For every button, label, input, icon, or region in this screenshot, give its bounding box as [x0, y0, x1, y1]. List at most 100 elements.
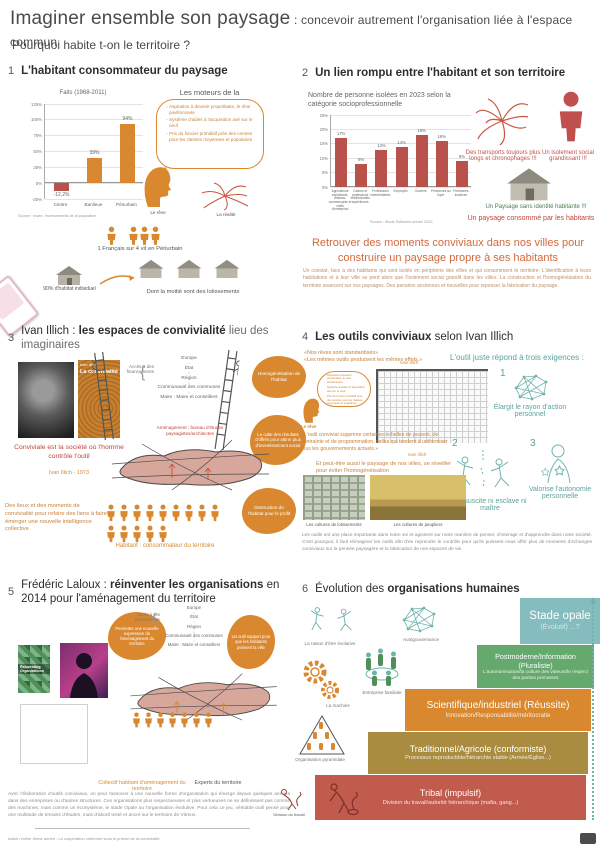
- section3-title-prefix: Ivan Illich :: [21, 325, 79, 337]
- exigence-1-number: 1: [500, 368, 506, 379]
- stage-name: Postmoderne/Information (Pluraliste): [495, 651, 576, 670]
- hierarchy-list: Europe ↓ État ↓ Région ↓ Communauté des com…: [158, 605, 230, 648]
- person-icon: [133, 525, 141, 543]
- chart1-title: Faits (1968-2011): [59, 90, 107, 96]
- section1-number: 1: [8, 65, 15, 77]
- exigence-2-number: 2: [452, 438, 458, 449]
- transport-scribble-icon: [475, 98, 529, 146]
- game-card-art: [0, 282, 25, 321]
- hierarchy-amenagement: Aménagement : bureau d'études paysagiste…: [156, 425, 224, 436]
- stat-lotissements: Dont la moitié sont des lotissements: [146, 289, 240, 295]
- section4-heading: 4 Les outils conviviaux selon Ivan Illic…: [302, 330, 592, 344]
- house-icon: [56, 266, 82, 285]
- person-icon: [181, 712, 188, 728]
- hierarchy-item: Communauté des communes: [165, 633, 223, 639]
- section3-heading: 3 Ivan Illich : les espaces de convivial…: [8, 324, 288, 353]
- bar: [54, 183, 69, 191]
- bar: [415, 135, 428, 187]
- person-icon: [120, 504, 128, 522]
- peupliers-photo: [370, 475, 466, 520]
- person-icon: [159, 504, 167, 522]
- stage-detail: L'autonomisation/la culture des valeurs/…: [483, 669, 588, 681]
- quote3-source: Ivan Illich: [408, 452, 427, 457]
- section1-heading: 1 L'habitant consommateur du paysage: [8, 64, 288, 78]
- transport-note: Des transports toujours plus longs et ch…: [465, 150, 541, 162]
- hierarchy-item: Europe: [181, 356, 197, 361]
- person-icon: [133, 712, 140, 728]
- section6-title-prefix: Évolution des: [315, 583, 388, 595]
- house-icon: [507, 168, 551, 201]
- section1-title: L'habitant consommateur du paysage: [21, 65, 228, 77]
- person-icon: [211, 504, 219, 522]
- quote-source: Ivan Illich: [400, 360, 419, 365]
- section4-paragraph: Les outils ont une place importante dans…: [302, 533, 592, 552]
- stage-detail: Division du travail/autorité hiérarchiqu…: [382, 799, 519, 806]
- section4-number: 4: [302, 331, 309, 343]
- bar: [455, 161, 468, 187]
- person-icon: [133, 504, 141, 522]
- landscape-note: Un Paysage sans identité habitante !!!: [485, 204, 587, 210]
- page-title-main: Imaginer ensemble son paysage: [10, 8, 291, 29]
- person-icon: [146, 525, 154, 543]
- person-icon: [140, 226, 149, 245]
- one-in-four-people-icons: [106, 226, 161, 251]
- family-business-doodle-icon: [365, 648, 399, 686]
- head-profile-icon: [303, 398, 320, 423]
- divider: [35, 828, 250, 829]
- y-axis-tick: 0%: [35, 180, 42, 186]
- blob-homogeneisation: Homogénéisation de l'habitat: [252, 356, 306, 398]
- stage-detail: Processus reproductible/hiérarchie stabl…: [405, 755, 551, 762]
- illich-quote-1: «Nos rêves sont standardisés» «Les mêmes…: [304, 350, 449, 365]
- bar-value-label: 94%: [122, 115, 133, 122]
- brace: {: [140, 364, 146, 381]
- y-axis-tick: 0%: [321, 184, 328, 190]
- chart2-title: Nombre de personne isolées en 2023 selon…: [308, 92, 451, 108]
- hierarchy-list: Europe ↓ État ↓ Région ↓ Communauté des com…: [150, 356, 228, 400]
- section2-number: 2: [302, 67, 309, 79]
- y-axis-tick: 25%: [319, 112, 328, 118]
- lotissement-photo: [303, 475, 365, 520]
- territory-sketch: [130, 673, 277, 721]
- blob-resultats: Le culte des résultats chiffrés pour att…: [250, 415, 306, 465]
- brace: {: [152, 610, 157, 626]
- chart1-plot: -12,2% 39% 94%: [44, 103, 143, 200]
- driver-item: Aspiration à devenir propriétaire, le rê…: [327, 373, 367, 384]
- network-doodle-icon: [402, 606, 436, 633]
- driver-item: Prix du foncier prohibitif près des cent…: [169, 131, 257, 142]
- stage-tribal: Tribal (impulsif) Division du travail/au…: [315, 775, 586, 820]
- bar-value-label: 9%: [458, 154, 465, 160]
- hierarchy-item: Maire : Maire et conseillers: [167, 642, 221, 648]
- bar-value-label: 39%: [89, 150, 100, 157]
- bar-value-label: 17%: [336, 131, 346, 137]
- bar: [120, 123, 135, 184]
- ladder-icon: [214, 349, 241, 451]
- bar: [435, 140, 448, 187]
- section4-note: Et peut-être aussi le paysage de nos vil…: [316, 461, 451, 475]
- exigence-2-label: Ne suscite ni esclave ni maître: [453, 498, 527, 512]
- x-axis-label: Banlieue: [84, 202, 103, 207]
- x-axis-label: Employés: [393, 189, 408, 193]
- book-author: Ivan Illich: [80, 362, 97, 367]
- stage-detail: Innovation/Responsabilité/méritocratie: [445, 712, 551, 720]
- reality-scribble-icon: [201, 182, 249, 211]
- person-icon: [146, 504, 154, 522]
- page-question: Pourquoi habite t-on le territoire ?: [12, 38, 191, 52]
- y-axis-tick: 25%: [33, 164, 42, 170]
- exigence-1-label: Élargit le rayon d'action personnel: [493, 404, 567, 418]
- chart2-plot: 17% 8% 13% 14% 18% 16% 9%: [330, 114, 471, 188]
- stage-postmoderne: Postmoderne/Information (Pluraliste) L'a…: [477, 645, 594, 688]
- experts-caption: Experts du territoire: [194, 780, 242, 786]
- autonomy-person-doodle-icon: [541, 444, 571, 484]
- stage-name: Scientifique/industriel (Réussite): [426, 699, 570, 711]
- snake-charmer-doodle-icon: [329, 783, 359, 816]
- x-axis-label: Agriculteurs exploitants, artisans, comm…: [328, 189, 352, 212]
- hierarchy-label: Accès à des financements: [135, 612, 160, 622]
- section2-title: Un lien rompu entre l'habitant et son te…: [315, 67, 566, 79]
- exigence-3-label: Valorise l'autonomie personnelle: [528, 486, 592, 500]
- y-axis-tick: 20%: [319, 126, 328, 132]
- person-icon: [157, 712, 164, 728]
- house-icon: [176, 259, 202, 279]
- person-icon: [107, 504, 115, 522]
- section3-note: Des lieux et des moments de convivialité…: [5, 503, 107, 533]
